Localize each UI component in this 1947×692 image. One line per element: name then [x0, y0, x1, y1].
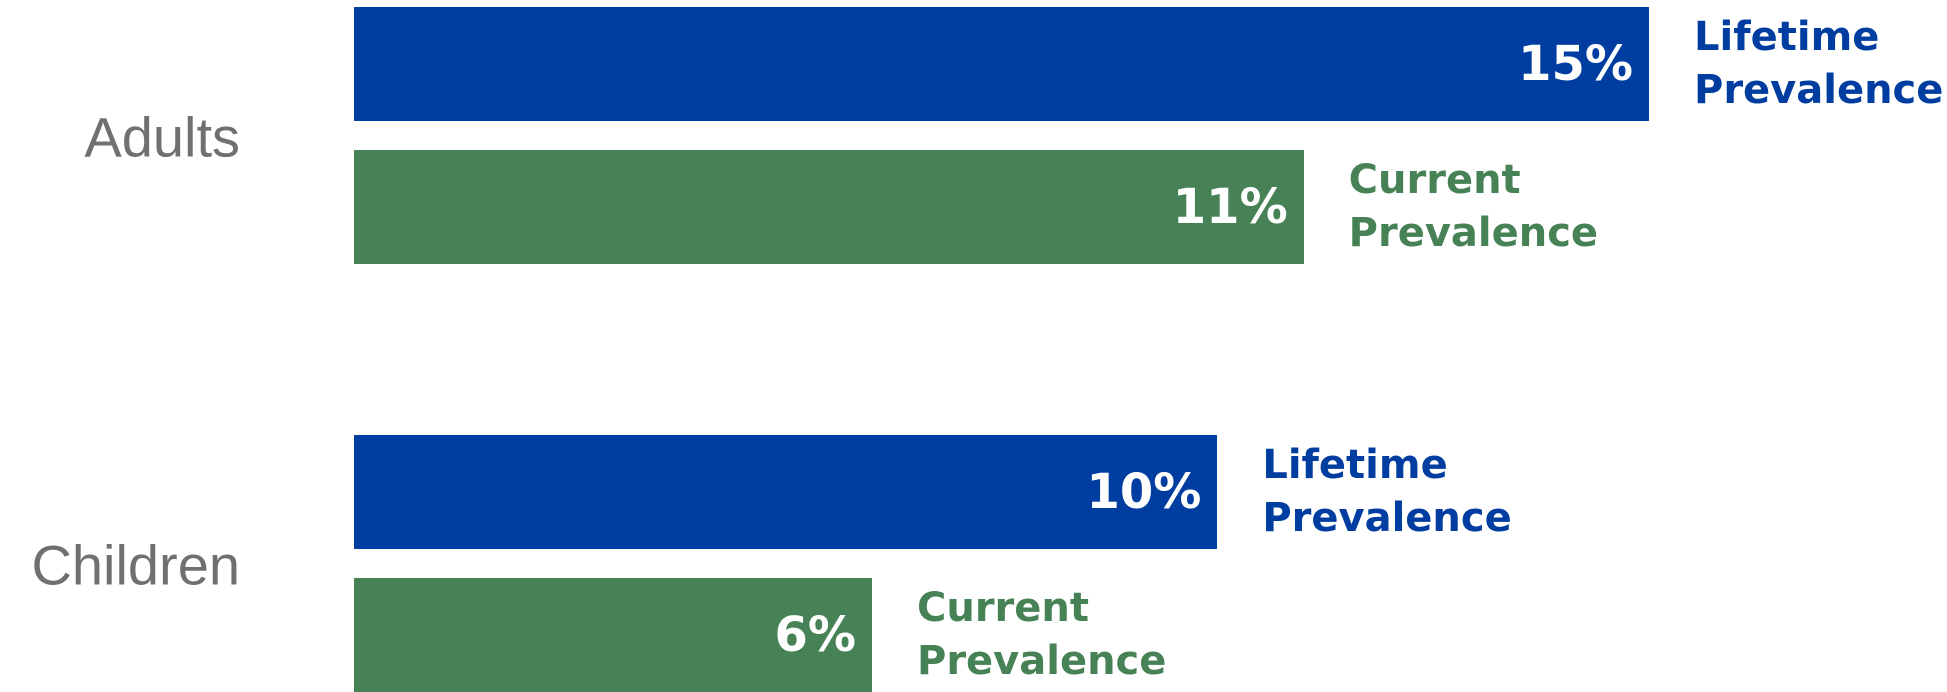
value-label: 10%	[1086, 464, 1202, 520]
bar	[354, 435, 1218, 549]
bar	[354, 150, 1304, 264]
value-label: 6%	[774, 607, 857, 663]
bar	[354, 7, 1649, 121]
series-label: Current Prevalence	[1348, 157, 1599, 256]
value-label: 15%	[1518, 36, 1633, 92]
value-label: 11%	[1172, 179, 1288, 235]
bar	[354, 578, 872, 692]
category-label: Adults	[84, 105, 240, 169]
series-label: Current Prevalence	[917, 585, 1167, 684]
category-label: Children	[31, 533, 240, 597]
series-label: Lifetime Prevalence	[1694, 14, 1944, 113]
series-label: Lifetime Prevalence	[1262, 442, 1512, 541]
